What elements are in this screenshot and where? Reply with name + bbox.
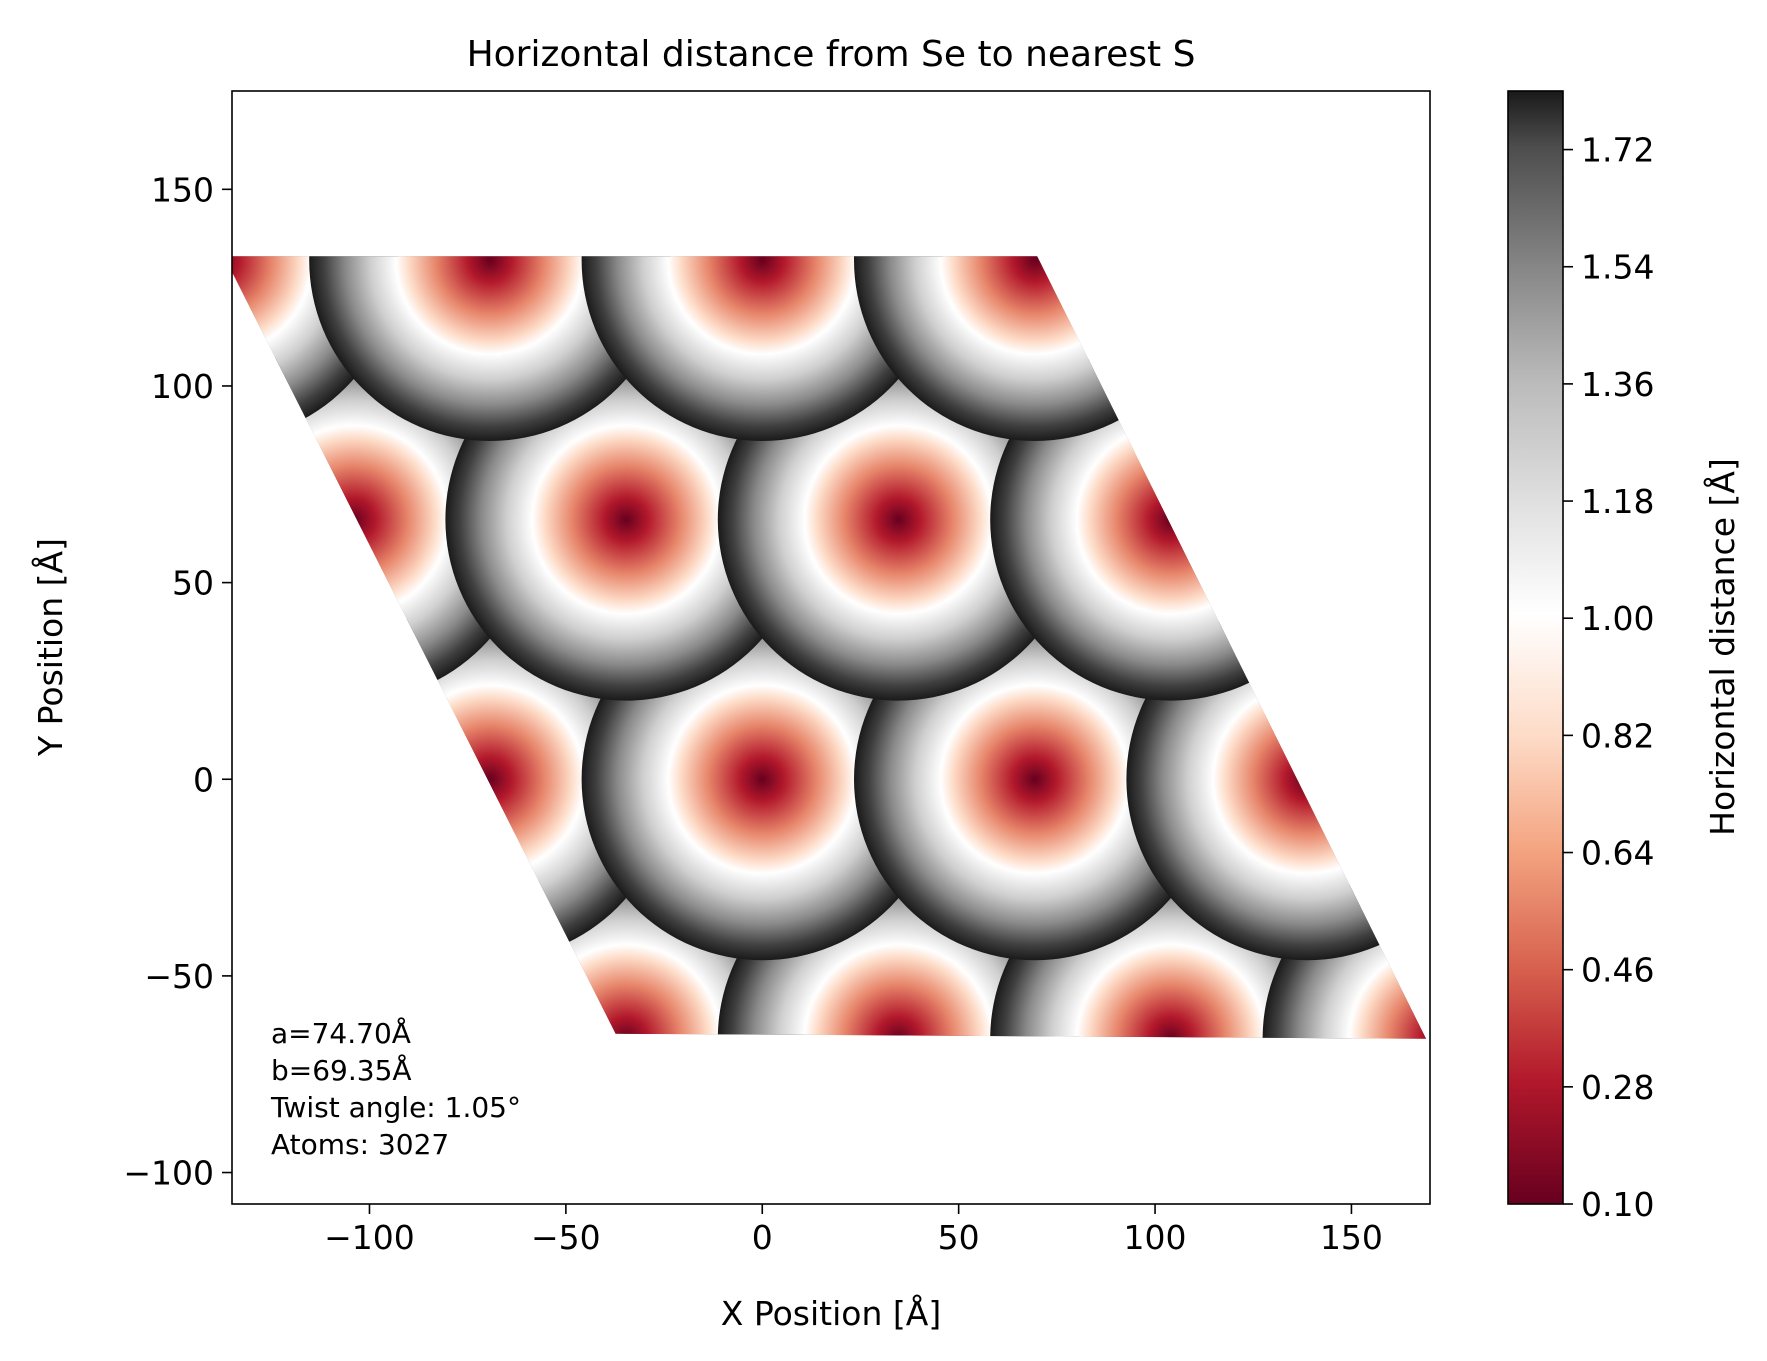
colorbar-tick-label: 0.64 bbox=[1581, 834, 1654, 873]
y-tick-label: −100 bbox=[123, 1154, 214, 1193]
x-tick-label: −50 bbox=[531, 1218, 601, 1257]
x-tick-label: 100 bbox=[1124, 1218, 1187, 1257]
moire-spot bbox=[1399, 1118, 1760, 1361]
annotation-a: a=74.70Å bbox=[271, 1016, 411, 1050]
colorbar-tick-label: 0.10 bbox=[1581, 1185, 1654, 1224]
colorbar-ticks: 0.10 0.28 0.46 0.64 0.82 1.00 1.18 1.36 1.54 1.72 bbox=[1563, 131, 1654, 1224]
colorbar-tick-label: 0.82 bbox=[1581, 716, 1654, 755]
colorbar-tick-label: 0.28 bbox=[1581, 1068, 1654, 1107]
x-tick-label: 150 bbox=[1320, 1218, 1383, 1257]
colorbar-tick-label: 1.18 bbox=[1581, 482, 1654, 521]
x-axis-ticks: −100 −50 0 50 100 150 bbox=[324, 1204, 1383, 1257]
y-tick-label: −50 bbox=[144, 957, 214, 996]
y-tick-label: 50 bbox=[172, 564, 214, 603]
colorbar bbox=[1507, 90, 1564, 1205]
x-tick-label: 0 bbox=[752, 1218, 773, 1257]
axes-frame bbox=[231, 90, 1431, 1205]
moire-spot bbox=[1126, 256, 1427, 441]
annotation-block: a=74.70Å b=69.35Å Twist angle: 1.05° Ato… bbox=[270, 1016, 521, 1161]
colorbar-tick-label: 1.72 bbox=[1581, 131, 1654, 170]
colorbar-tick-label: 1.54 bbox=[1581, 248, 1654, 287]
y-tick-label: 0 bbox=[193, 760, 214, 799]
annotation-twist: Twist angle: 1.05° bbox=[270, 1091, 521, 1124]
y-axis-ticks: −100 −50 0 50 100 150 bbox=[123, 170, 232, 1193]
annotation-b: b=69.35Å bbox=[271, 1053, 412, 1087]
y-axis-label: Y Position [Å] bbox=[30, 538, 70, 757]
annotation-atoms: Atoms: 3027 bbox=[271, 1128, 449, 1161]
moire-spot bbox=[232, 256, 399, 441]
chart-title: Horizontal distance from Se to nearest S bbox=[467, 34, 1196, 75]
colorbar-label: Horizontal distance [Å] bbox=[1702, 458, 1742, 836]
colorbar-tick-label: 1.36 bbox=[1581, 365, 1654, 404]
colorbar-tick-label: 1.00 bbox=[1581, 599, 1654, 638]
moire-spot bbox=[1398, 256, 1427, 441]
moire-spot bbox=[309, 256, 671, 441]
moire-spot bbox=[232, 598, 399, 961]
moire-spot bbox=[1262, 338, 1427, 701]
x-axis-label: X Position [Å] bbox=[721, 1293, 941, 1333]
y-tick-label: 100 bbox=[151, 367, 214, 406]
y-tick-label: 150 bbox=[151, 170, 214, 209]
x-tick-label: −100 bbox=[324, 1218, 415, 1257]
moire-spot bbox=[0, 0, 262, 181]
colorbar-tick-label: 0.46 bbox=[1581, 951, 1654, 990]
moire-spot bbox=[853, 256, 1216, 441]
x-tick-label: 50 bbox=[938, 1218, 980, 1257]
moire-spot bbox=[581, 256, 943, 441]
